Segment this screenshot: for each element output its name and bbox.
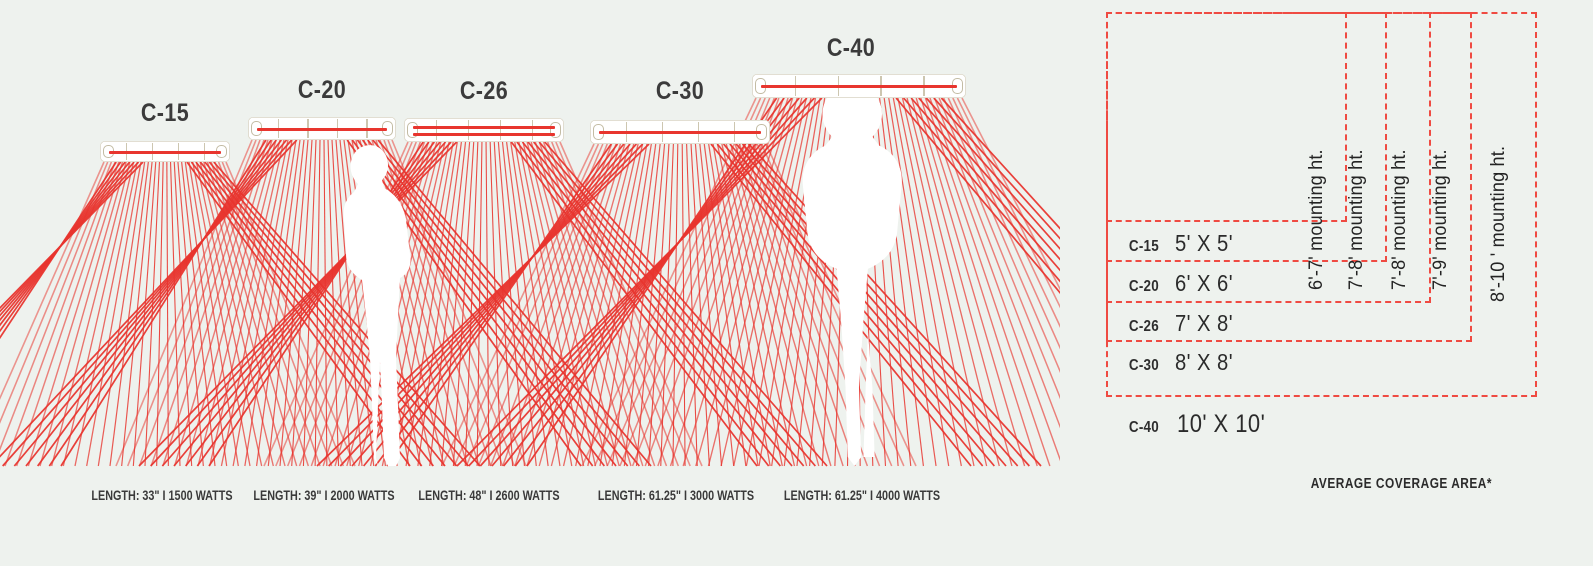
spec-label-c-30: LENGTH: 61.25" I 3000 WATTS: [597, 488, 755, 503]
coverage-row-c-26: C-26 7' X 8': [1126, 310, 1237, 337]
coverage-size-value: 10' X 10': [1176, 410, 1266, 438]
heating-element-bar: [257, 127, 387, 131]
spec-label-c-15: LENGTH: 33" I 1500 WATTS: [91, 488, 233, 503]
coverage-model-label: C-26: [1128, 318, 1160, 335]
coverage-model-label: C-20: [1128, 278, 1160, 295]
heater-fixture-c-30: [590, 120, 770, 144]
beam-pattern-svg: [0, 84, 1060, 467]
heater-fixture-c-20: [248, 117, 396, 140]
mounting-height-c-40: 8'-10 ' mounting ht.: [1488, 145, 1509, 302]
person-silhouette-right: [802, 84, 902, 466]
heating-element-bar: [761, 85, 957, 89]
mounting-height-c-30: 7'-9' mounting ht.: [1430, 149, 1451, 290]
heater-fixture-c-15: [100, 141, 230, 162]
heating-element-bar: [109, 150, 221, 155]
spec-label-c-20: LENGTH: 39" I 2000 WATTS: [253, 488, 395, 503]
fixture-tick: [532, 120, 534, 140]
fixture-tick: [436, 120, 438, 140]
model-title-c-26: C-26: [459, 77, 509, 105]
heating-element-bar: [413, 125, 555, 129]
coverage-size-value: 7' X 8': [1174, 310, 1233, 336]
coverage-model-label: C-40: [1128, 419, 1160, 436]
spec-label-c-26: LENGTH: 48" I 2600 WATTS: [418, 488, 560, 503]
fixture-housing: [404, 118, 564, 142]
coverage-area-diagram: C-15 5' X 5' C-20 6' X 6' C-26 7' X 8' C-30 8' …: [1060, 0, 1593, 566]
coverage-box-c-40: [1106, 12, 1537, 397]
average-coverage-caption: AVERAGE COVERAGE AREA*: [1310, 476, 1492, 492]
fixture-tick: [500, 120, 502, 140]
heater-fixture-c-40: [752, 74, 966, 98]
person-silhouette-left: [343, 145, 411, 466]
coverage-row-c-15: C-15 5' X 5': [1126, 230, 1237, 257]
model-title-c-30: C-30: [655, 77, 705, 105]
fixture-tick: [468, 120, 470, 140]
fixture-end-cap-r: [550, 122, 561, 138]
mounting-height-c-20: 7'-8' mounting ht.: [1346, 149, 1367, 290]
coverage-size-value: 8' X 8': [1174, 349, 1233, 375]
heating-element-bar: [413, 132, 555, 136]
coverage-row-c-40: C-40 10' X 10': [1126, 410, 1271, 439]
model-title-c-15: C-15: [140, 99, 190, 127]
coverage-size-value: 6' X 6': [1174, 270, 1233, 296]
model-title-c-20: C-20: [297, 76, 347, 104]
model-title-c-40: C-40: [826, 34, 876, 62]
mounting-height-c-15: 6'-7' mounting ht.: [1306, 149, 1327, 290]
coverage-row-c-20: C-20 6' X 6': [1126, 270, 1237, 297]
heater-fixture-c-26: [404, 118, 564, 142]
coverage-row-c-30: C-30 8' X 8': [1126, 349, 1237, 376]
fixture-end-cap-l: [407, 122, 418, 138]
spec-label-c-40: LENGTH: 61.25" I 4000 WATTS: [783, 488, 941, 503]
coverage-size-value: 5' X 5': [1174, 230, 1233, 256]
beam-fan-c-15: [0, 161, 481, 467]
heater-beam-diagram: C-15 C-20 C-26 C-30 C-40 LENGTH: 33" I 1500 …: [0, 34, 1060, 503]
heating-element-bar: [599, 131, 761, 135]
mounting-height-c-26: 7'-8' mounting ht.: [1389, 149, 1410, 290]
coverage-model-label: C-15: [1128, 238, 1160, 255]
coverage-model-label: C-30: [1128, 357, 1160, 374]
